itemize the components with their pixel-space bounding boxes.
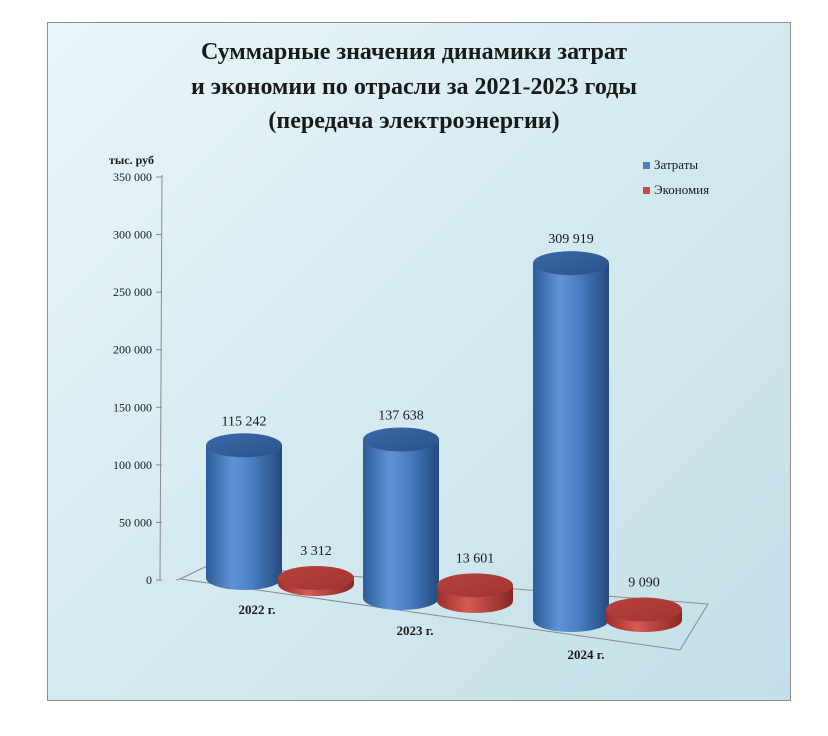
floor-plane (178, 564, 709, 651)
y-tick-label: 150 000 (113, 400, 152, 414)
bar-expenses-1-side (206, 445, 282, 590)
bar-savings-2 (437, 573, 513, 613)
x-category-label: 2023 г. (397, 623, 434, 638)
legend-swatch-savings (643, 186, 650, 194)
data-label-expenses: 115 242 (222, 414, 267, 429)
bar-savings-1-top (278, 566, 354, 590)
x-category-label: 2022 г. (239, 602, 276, 617)
y-axis-unit-label: тыс. руб (109, 153, 154, 167)
bar-savings-3-top (606, 597, 682, 622)
data-label-savings: 9 090 (628, 576, 660, 591)
bar-expenses-3-top (533, 251, 609, 276)
legend-label-expenses: Затраты (654, 157, 699, 172)
y-tick-label: 250 000 (113, 285, 152, 299)
bar-expenses-3 (533, 251, 609, 632)
bar-expenses-2-top (363, 427, 439, 452)
y-tick-label: 300 000 (113, 228, 152, 242)
y-tick-label: 200 000 (113, 343, 152, 357)
bar-expenses-3-side (533, 263, 609, 632)
chart-title-line-2: и экономии по отрасли за 2021-2023 годы (190, 74, 638, 100)
floor-edge (175, 578, 181, 581)
legend-item-expenses: Затраты (643, 157, 698, 173)
bar-savings-3 (606, 597, 682, 632)
data-label-savings: 13 601 (456, 551, 495, 566)
bar-savings-1 (278, 566, 354, 596)
bar-expenses-2 (363, 427, 439, 610)
data-label-expenses: 137 638 (378, 409, 424, 424)
x-category-label: 2024 г. (568, 647, 605, 662)
bar-expenses-2-side (363, 439, 439, 610)
bar-expenses-1-top (206, 433, 282, 458)
chart-title-line-1: Суммарные значения динамики затрат (200, 39, 628, 65)
y-axis-line (159, 174, 163, 581)
y-tick-label: 350 000 (113, 170, 152, 184)
legend-label-savings: Экономия (654, 182, 710, 197)
y-tick-label: 100 000 (113, 458, 152, 472)
data-label-savings: 3 312 (300, 544, 332, 559)
bar-expenses-1 (206, 433, 282, 590)
chart-title-line-3: (передача электроэнергии) (268, 108, 560, 134)
y-tick-label: 0 (146, 573, 152, 587)
y-tick-label: 50 000 (119, 515, 152, 529)
legend-item-savings: Экономия (643, 182, 709, 198)
bar-savings-2-top (437, 573, 513, 598)
data-label-expenses: 309 919 (548, 232, 594, 247)
legend-swatch-expenses (643, 161, 650, 169)
